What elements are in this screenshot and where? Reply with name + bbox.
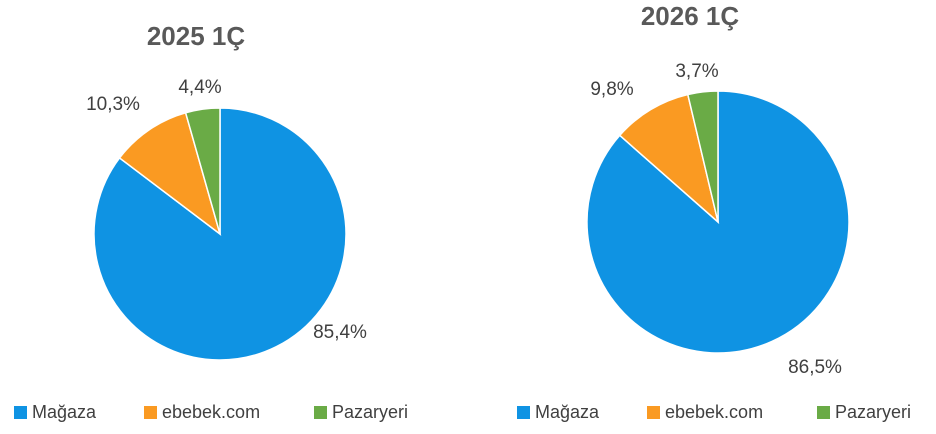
data-label: 3,7% [675,61,718,82]
pie-slice [184,107,221,235]
chart-title: 2025 1Ç [147,21,246,51]
legend-label: Mağaza [535,402,600,422]
data-label: 10,3% [86,94,140,115]
legend-swatch [14,406,27,419]
data-label: 9,8% [590,79,633,100]
legend-swatch [647,406,660,419]
legend-swatch [314,406,327,419]
legend-label: Pazaryeri [332,402,408,422]
pie-slice [618,93,720,225]
legend-label: ebebek.com [162,402,260,422]
legend-label: Mağaza [32,402,97,422]
legend-label: Pazaryeri [835,402,911,422]
chart-title: 2026 1Ç [641,1,740,31]
pie-slice [118,111,222,236]
pie-slice [586,90,850,354]
legend-swatch [517,406,530,419]
pie-slice [686,90,719,223]
legend-swatch [144,406,157,419]
data-label: 4,4% [178,77,221,98]
data-label: 85,4% [313,322,367,343]
legend-swatch [817,406,830,419]
legend-label: ebebek.com [665,402,763,422]
data-label: 86,5% [788,357,842,378]
